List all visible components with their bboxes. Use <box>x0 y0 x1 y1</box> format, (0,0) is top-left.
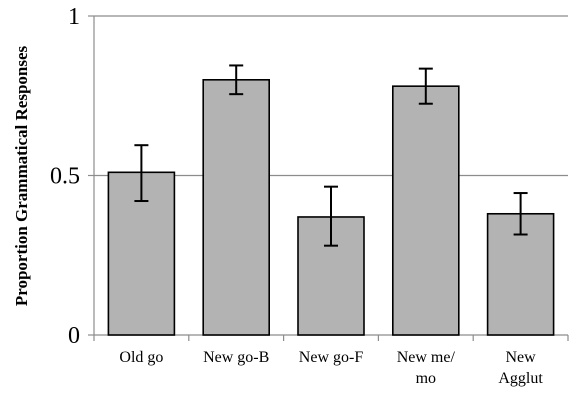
bar <box>107 171 176 336</box>
y-tick-label: 0.5 <box>50 164 80 190</box>
y-tick-label: 1 <box>68 4 80 30</box>
bar <box>202 79 270 336</box>
y-tick-labels: 00.51 <box>50 4 80 349</box>
x-category-label: New go-F <box>299 349 364 366</box>
x-category-label: mo <box>416 370 436 387</box>
x-category-label: New me/ <box>397 349 456 366</box>
y-axis-label: Proportion Grammatical Responses <box>12 45 31 306</box>
bar <box>391 85 460 336</box>
gridlines <box>94 15 568 177</box>
x-category-labels: Old go New go-B New go-F New me/mo New Agglut <box>119 349 543 387</box>
error-bars <box>134 64 528 247</box>
y-tick-label: 0 <box>68 323 80 349</box>
x-category-label: Agglut <box>498 370 543 387</box>
x-category-label: New <box>505 349 536 366</box>
x-category-label: Old go <box>119 349 163 366</box>
x-category-label: New go-B <box>203 349 269 366</box>
